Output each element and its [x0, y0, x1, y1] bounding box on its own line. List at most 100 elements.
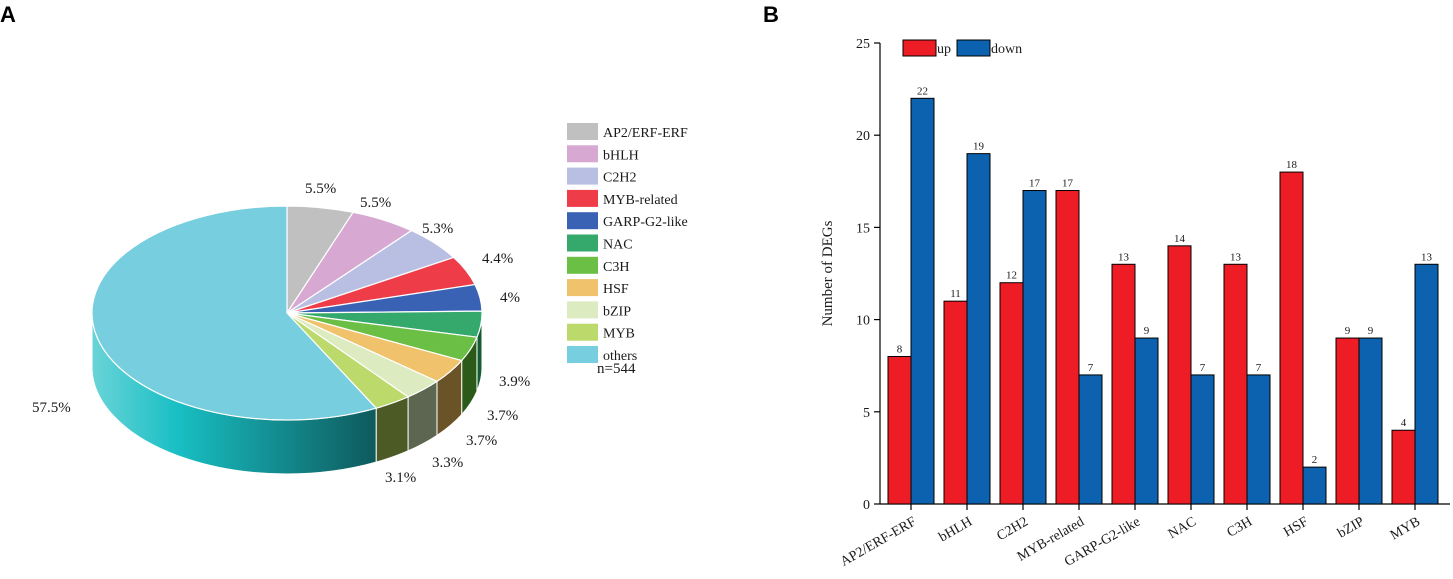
- x-tick-label-myb: MYB: [1388, 514, 1423, 543]
- legend-label: others: [603, 349, 637, 364]
- bar-legend-down: down: [956, 39, 1022, 57]
- y-axis-title: Number of DEGs: [820, 220, 836, 326]
- pie-label-nac: 3.9%: [499, 374, 530, 390]
- bar-c3h-up: [1223, 263, 1248, 505]
- x-tick-label-bzip: bZIP: [1335, 514, 1367, 541]
- legend-label: C3H: [603, 260, 629, 275]
- legend-item-nac: NAC: [567, 234, 633, 253]
- pie-label-myb: 3.1%: [385, 470, 416, 486]
- legend-item-c3h: C3H: [567, 256, 629, 275]
- bar-bhlh-down: [966, 153, 991, 505]
- bar-myb-down: [1414, 263, 1439, 505]
- legend-swatch: [567, 145, 598, 163]
- pie-label-hsf: 3.7%: [466, 433, 497, 449]
- bar-value-nac-up: 14: [1174, 233, 1186, 245]
- y-tick-label: 25: [856, 37, 870, 52]
- legend-swatch: [567, 256, 598, 274]
- bar-value-ap2-erf-erf-down: 22: [917, 85, 928, 97]
- bar-value-myb-up: 4: [1401, 417, 1407, 429]
- legend-swatch: [567, 189, 598, 207]
- pie-legend: AP2/ERF-ERF bHLH C2H2 MYB-related GARP-G2-li…: [567, 123, 688, 364]
- bar-value-c3h-up: 13: [1230, 251, 1242, 263]
- bar-value-c3h-down: 7: [1256, 362, 1262, 374]
- bar-value-bhlh-up: 11: [950, 288, 961, 300]
- bar-value-ap2-erf-erf-up: 8: [897, 343, 903, 355]
- legend-label: MYB: [603, 327, 635, 342]
- legend-swatch: [567, 279, 598, 297]
- bar-nac-up: [1167, 245, 1192, 505]
- legend-item-garp-g2-like: GARP-G2-like: [567, 212, 688, 230]
- legend-swatch: [567, 234, 598, 252]
- bar-bzip-up: [1335, 337, 1360, 505]
- panel-a-letter: A: [0, 2, 16, 27]
- sample-size-label: n=544: [597, 361, 636, 377]
- bar-bhlh-up: [943, 300, 968, 505]
- y-tick-label: 10: [856, 314, 870, 329]
- x-tick-label-hsf: HSF: [1281, 514, 1311, 540]
- x-tick-label-bhlh: bHLH: [937, 514, 975, 545]
- legend-item-hsf: HSF: [567, 279, 629, 297]
- pie-chart: 5.5%5.5%5.3%4.4%4%3.9%3.7%3.7%3.3%3.1%57…: [32, 181, 530, 486]
- bar-value-hsf-up: 18: [1286, 159, 1298, 171]
- legend-swatch: [567, 323, 598, 341]
- bar-c2h2-up: [999, 282, 1024, 505]
- bar-hsf-up: [1279, 171, 1304, 505]
- legend-swatch: [567, 346, 598, 363]
- bar-value-myb-down: 13: [1421, 251, 1433, 263]
- pie-label-c3h: 3.7%: [487, 408, 518, 424]
- bar-myb-up: [1391, 429, 1416, 505]
- bar-c2h2-down: [1022, 190, 1047, 505]
- pie-label-bhlh: 5.5%: [360, 195, 391, 211]
- x-tick-label-ap2-erf-erf: AP2/ERF-ERF: [838, 514, 919, 569]
- legend-item-myb: MYB: [567, 323, 635, 342]
- bar-value-hsf-down: 2: [1312, 454, 1318, 466]
- bar-value-myb-related-down: 7: [1088, 362, 1094, 374]
- legend-item-others: others: [567, 346, 637, 364]
- legend-item-c2h2: C2H2: [567, 167, 636, 186]
- bar-ap2-erf-erf-down: [910, 97, 935, 505]
- y-tick-label: 15: [856, 221, 870, 236]
- legend-label: GARP-G2-like: [603, 215, 688, 230]
- legend-swatch: [567, 123, 598, 140]
- bar-c3h-down: [1246, 374, 1271, 505]
- legend-item-bzip: bZIP: [567, 301, 631, 319]
- panel-b-letter: B: [763, 2, 779, 27]
- bar-legend-swatch: [956, 39, 991, 57]
- bar-ap2-erf-erf-up: [887, 355, 912, 505]
- x-tick-label-c2h2: C2H2: [995, 514, 1031, 544]
- bar-value-c2h2-down: 17: [1029, 178, 1041, 190]
- bar-garp-g2-like-down: [1134, 337, 1159, 505]
- legend-label: bHLH: [603, 148, 639, 163]
- pie-slice-others: [91, 205, 378, 421]
- y-tick-label: 20: [856, 129, 870, 144]
- pie-label-garp-g2-like: 4%: [500, 290, 520, 306]
- y-tick-label: 5: [863, 406, 870, 421]
- bar-nac-down: [1190, 374, 1215, 505]
- bar-value-c2h2-up: 12: [1006, 270, 1017, 282]
- legend-item-bhlh: bHLH: [567, 145, 639, 163]
- bar-value-bzip-down: 9: [1368, 325, 1374, 337]
- pie-label-others: 57.5%: [32, 400, 71, 416]
- pie-label-c2h2: 5.3%: [422, 221, 453, 237]
- bar-value-bzip-up: 9: [1345, 325, 1351, 337]
- pie-label-myb-related: 4.4%: [482, 251, 513, 267]
- legend-label: C2H2: [603, 171, 636, 186]
- legend-swatch: [567, 301, 598, 319]
- bar-legend-label: down: [991, 42, 1022, 57]
- bar-value-garp-g2-like-down: 9: [1144, 325, 1150, 337]
- legend-label: AP2/ERF-ERF: [603, 126, 688, 141]
- bar-value-garp-g2-like-up: 13: [1118, 251, 1130, 263]
- legend-label: bZIP: [603, 304, 631, 319]
- bar-legend-up: up: [902, 39, 951, 57]
- bar-garp-g2-like-up: [1111, 263, 1136, 505]
- bar-value-nac-down: 7: [1200, 362, 1206, 374]
- legend-item-myb-related: MYB-related: [567, 189, 678, 208]
- x-tick-label-nac: NAC: [1166, 514, 1199, 542]
- pie-label-ap2-erf-erf: 5.5%: [305, 181, 336, 197]
- legend-label: HSF: [603, 282, 629, 297]
- y-tick-label: 0: [863, 498, 870, 513]
- bar-value-bhlh-down: 19: [973, 141, 985, 153]
- bar-myb-related-down: [1078, 374, 1103, 505]
- bar-chart: 0 5 10 15 20 25 Number of DEGs 8 22 AP2/ERF-ERF 11…: [820, 37, 1450, 570]
